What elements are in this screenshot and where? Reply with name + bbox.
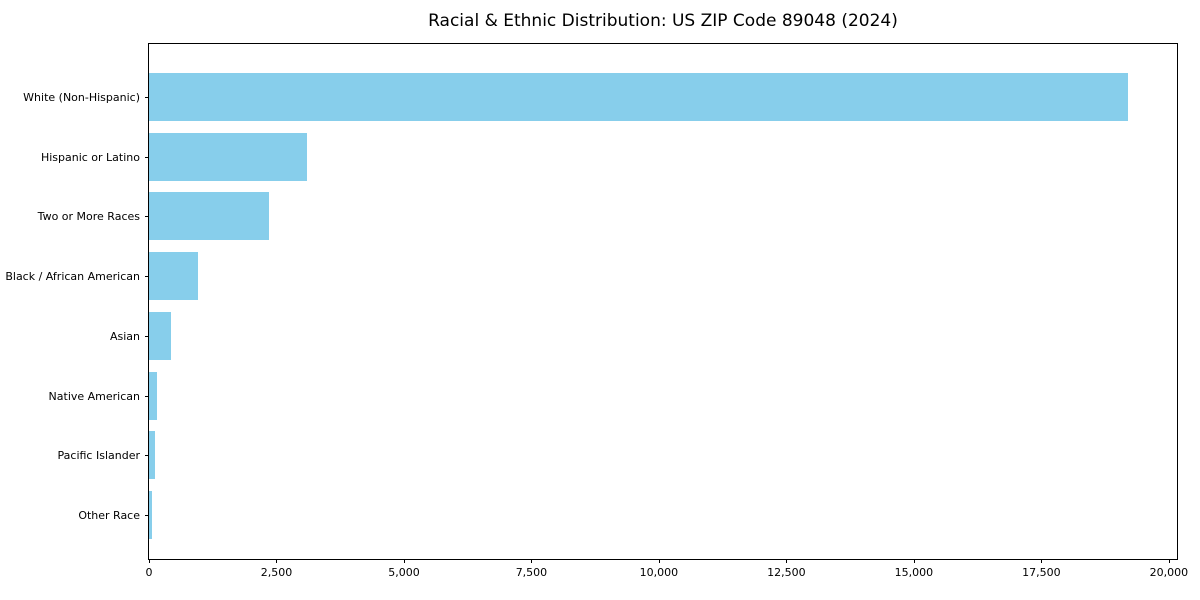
y-tick-label: Asian — [109, 329, 140, 343]
y-tick-label: Other Race — [78, 508, 140, 522]
x-tick-mark — [1041, 559, 1043, 563]
y-tick-label: Native American — [48, 389, 140, 403]
y-tick-label: Pacific Islander — [57, 449, 140, 463]
y-tick-mark — [145, 335, 149, 337]
x-tick-mark — [658, 559, 660, 563]
x-tick-mark — [403, 559, 405, 563]
y-tick-label: Hispanic or Latino — [40, 150, 140, 164]
x-tick-mark — [786, 559, 788, 563]
y-tick-mark — [145, 97, 149, 98]
y-tick-label: White (Non-Hispanic) — [23, 91, 140, 104]
x-tick-label: 5,000 — [388, 566, 420, 579]
bar-native-american — [149, 371, 157, 420]
y-tick-mark — [145, 156, 149, 158]
x-tick-mark — [913, 559, 915, 563]
x-tick-label: 2,500 — [260, 566, 293, 579]
x-tick-label: 7,500 — [515, 566, 548, 579]
bar-asian — [149, 311, 171, 360]
y-tick-mark — [145, 455, 149, 457]
y-tick-label: Black / African American — [5, 270, 140, 284]
x-tick-label: 12,500 — [767, 566, 806, 579]
x-tick-label: 0 — [145, 566, 153, 579]
x-tick-label: 20,000 — [1149, 566, 1189, 579]
y-tick-mark — [145, 395, 149, 397]
x-tick-mark — [276, 559, 278, 563]
x-tick-mark — [149, 559, 150, 563]
y-tick-mark — [145, 216, 149, 218]
bar-white-non-hispanic — [149, 73, 1128, 121]
plot-area — [148, 43, 1178, 560]
bar-hispanic-or-latino — [149, 132, 307, 181]
x-tick-mark — [1168, 559, 1170, 563]
x-tick-label: 17,500 — [1022, 566, 1061, 579]
chart-title: Racial & Ethnic Distribution: US ZIP Cod… — [428, 11, 898, 31]
y-tick-mark — [145, 514, 149, 516]
bar-two-or-more-races — [149, 192, 269, 241]
x-tick-label: 15,000 — [894, 566, 934, 579]
x-tick-label: 10,000 — [639, 566, 679, 579]
x-tick-mark — [531, 559, 533, 563]
bar-pacific-islander — [149, 431, 155, 480]
y-tick-mark — [145, 276, 149, 278]
bar-black-african-american — [149, 252, 198, 301]
bar-other-race — [149, 490, 152, 539]
y-tick-label: Two or More Races — [37, 210, 140, 224]
